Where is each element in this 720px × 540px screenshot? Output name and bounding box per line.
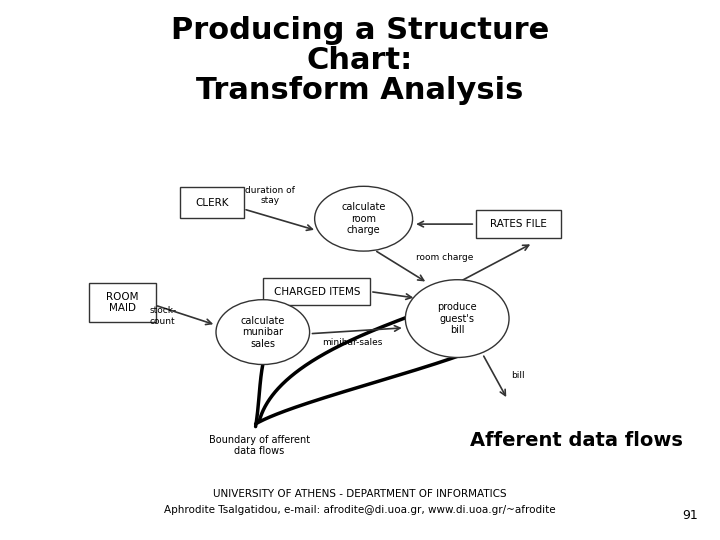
- Text: ROOM
MAID: ROOM MAID: [106, 292, 139, 313]
- Text: CHARGED ITEMS: CHARGED ITEMS: [274, 287, 360, 296]
- Text: Producing a Structure: Producing a Structure: [171, 16, 549, 45]
- Text: Afferent data flows: Afferent data flows: [469, 430, 683, 450]
- Text: produce
guest's
bill: produce guest's bill: [437, 302, 477, 335]
- Ellipse shape: [405, 280, 509, 357]
- Text: 91: 91: [683, 509, 698, 522]
- Text: Transform Analysis: Transform Analysis: [197, 76, 523, 105]
- Text: calculate
munibar
sales: calculate munibar sales: [240, 315, 285, 349]
- Ellipse shape: [315, 186, 413, 251]
- Ellipse shape: [216, 300, 310, 365]
- Text: Aphrodite Tsalgatidou, e-mail: afrodite@di.uoa.gr, www.di.uoa.gr/~afrodite: Aphrodite Tsalgatidou, e-mail: afrodite@…: [164, 505, 556, 515]
- Text: stock-
count: stock- count: [149, 306, 176, 326]
- Text: bill: bill: [512, 371, 525, 380]
- Text: duration of
stay: duration of stay: [245, 186, 295, 205]
- Text: CLERK: CLERK: [196, 198, 229, 207]
- Text: calculate
room
charge: calculate room charge: [341, 202, 386, 235]
- Text: Chart:: Chart:: [307, 46, 413, 75]
- Text: UNIVERSITY OF ATHENS - DEPARTMENT OF INFORMATICS: UNIVERSITY OF ATHENS - DEPARTMENT OF INF…: [213, 489, 507, 499]
- Text: minibar-sales: minibar-sales: [323, 339, 383, 347]
- FancyBboxPatch shape: [475, 210, 562, 238]
- FancyBboxPatch shape: [181, 186, 245, 218]
- Text: room charge: room charge: [416, 253, 474, 262]
- Text: RATES FILE: RATES FILE: [490, 219, 546, 229]
- FancyBboxPatch shape: [264, 278, 370, 306]
- Text: Boundary of afferent
data flows: Boundary of afferent data flows: [209, 435, 310, 456]
- FancyBboxPatch shape: [89, 283, 156, 322]
